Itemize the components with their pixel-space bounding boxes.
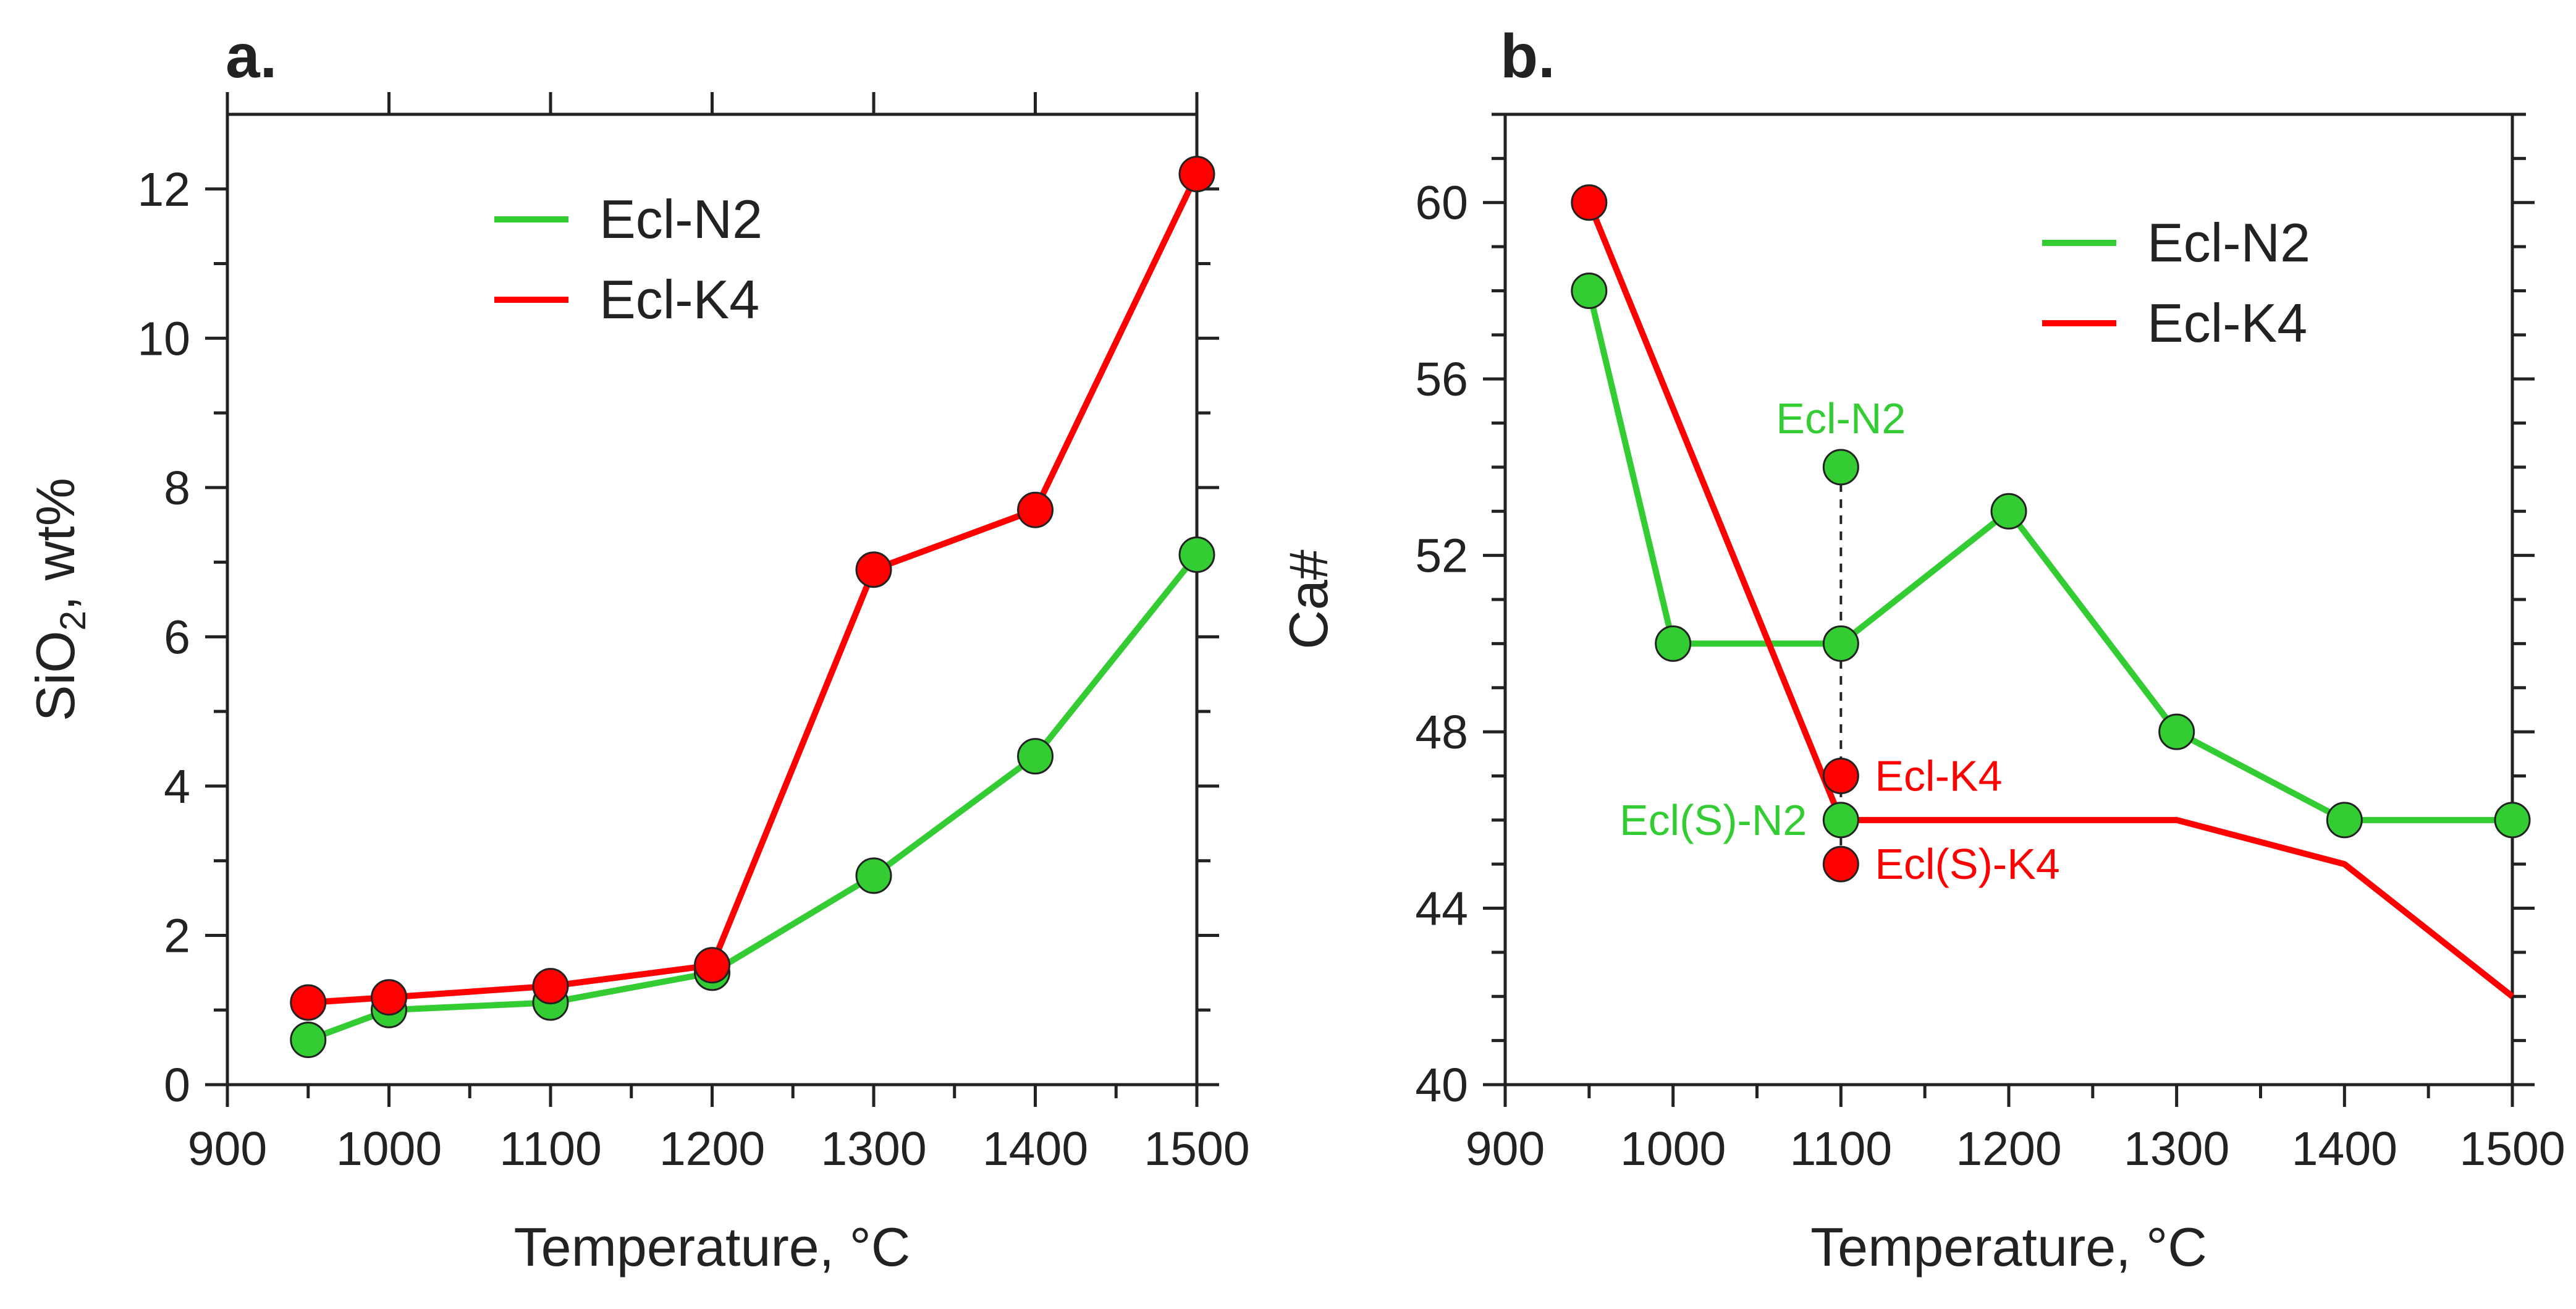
legend-label: Ecl-N2 [2147, 212, 2310, 273]
legend: Ecl-N2 Ecl-K4 [2042, 212, 2310, 354]
data-point-ecls-k4 [1822, 845, 1859, 883]
data-point-ecl-k4 [290, 984, 327, 1021]
y-tick-label: 6 [164, 611, 190, 664]
data-point-ecl-n2 [1655, 625, 1692, 662]
x-tick-label: 1300 [821, 1122, 926, 1176]
legend-label: Ecl-N2 [599, 189, 762, 250]
panel-a-siO2-chart: a. 900 1000 1100 1200 1300 1400 1500 0 2 4 6 8 10 12 Te… [25, 22, 1250, 1277]
y-tick-label: 4 [164, 760, 190, 813]
annotation-label: Ecl-N2 [1776, 394, 1906, 443]
data-point-ecl-n2 [1017, 738, 1054, 775]
x-tick-label: 1500 [2459, 1122, 2565, 1176]
y-tick-label: 56 [1415, 353, 1468, 406]
data-point-ecl-n2 [1822, 625, 1859, 662]
x-tick-label: 1100 [499, 1122, 602, 1176]
x-tick-label: 1200 [659, 1122, 765, 1176]
annotation-label: Ecl(S)-K4 [1875, 840, 2059, 888]
y-tick-label: 40 [1415, 1059, 1468, 1112]
y-tick-label: 2 [164, 909, 190, 962]
data-point-ecl-k4 [1017, 491, 1054, 528]
legend-label: Ecl-K4 [2147, 292, 2307, 354]
data-point-ecl-k4 [371, 979, 407, 1016]
y-tick-label: 52 [1415, 530, 1468, 583]
x-tick-label: 1000 [336, 1122, 442, 1176]
y-tick-label: 0 [164, 1059, 190, 1112]
y-tick-label: 12 [137, 163, 190, 216]
plot-frame [226, 112, 1199, 1087]
x-tick-label: 1300 [2124, 1122, 2229, 1176]
data-point-ecl-k4 [1178, 156, 1215, 193]
data-point-ecl-n2 [1822, 449, 1859, 486]
y-tick-label: 8 [164, 462, 190, 515]
data-point-ecl-n2 [2326, 802, 2363, 839]
panel-b-ca-number-chart: b. 900 1000 1100 1200 1300 1400 1500 40 44 48 52 56 6… [1278, 22, 2565, 1277]
data-point-ecl-k4 [694, 947, 730, 984]
data-point-ecl-n2 [2494, 802, 2531, 839]
data-point-ecl-n2 [1571, 272, 1608, 309]
series-line-ecl-n2 [1586, 290, 2512, 823]
data-point-ecl-k4 [1571, 184, 1608, 221]
data-point-ecls-n2 [1822, 802, 1859, 839]
y-axis-title: Ca# [1278, 549, 1339, 649]
x-axis-title: Temperature, °C [1810, 1216, 2207, 1277]
series-line-ecl-k4 [1586, 201, 2515, 999]
data-point-ecl-n2 [2158, 713, 2195, 750]
annotation-label: Ecl-K4 [1875, 752, 2002, 800]
x-tick-label: 1100 [1790, 1122, 1893, 1176]
data-point-ecl-n2 [1990, 493, 2027, 530]
x-tick-label: 1500 [1144, 1122, 1249, 1176]
y-tick-label: 48 [1415, 706, 1468, 759]
x-tick-label: 900 [188, 1122, 267, 1176]
data-point-ecl-k4 [855, 551, 892, 588]
y-tick-label: 60 [1415, 177, 1468, 230]
y-tick-label: 10 [137, 312, 190, 365]
panel-label: b. [1500, 22, 1555, 91]
y-axis-title: SiO2, wt% [25, 478, 93, 721]
x-tick-label: 1000 [1620, 1122, 1726, 1176]
y-tick-label: 44 [1415, 883, 1468, 936]
data-point-ecl-n2 [855, 857, 892, 894]
x-axis-title: Temperature, °C [514, 1216, 911, 1277]
legend: Ecl-N2 Ecl-K4 [494, 189, 762, 330]
data-point-ecl-n2 [290, 1022, 327, 1059]
x-tick-label: 1400 [982, 1122, 1088, 1176]
data-point-ecl-k4 [532, 968, 569, 1005]
x-tick-label: 1400 [2292, 1122, 2397, 1176]
legend-label: Ecl-K4 [599, 269, 759, 330]
annotation-label: Ecl(S)-N2 [1620, 796, 1807, 844]
plot-frame [1503, 112, 2514, 1087]
x-tick-label: 1200 [1956, 1122, 2061, 1176]
data-point-ecl-k4 [1822, 757, 1859, 794]
series-line-ecl-n2 [307, 553, 1199, 1043]
x-tick-label: 900 [1466, 1122, 1545, 1176]
panel-label: a. [226, 22, 277, 91]
data-point-ecl-n2 [1178, 536, 1215, 574]
